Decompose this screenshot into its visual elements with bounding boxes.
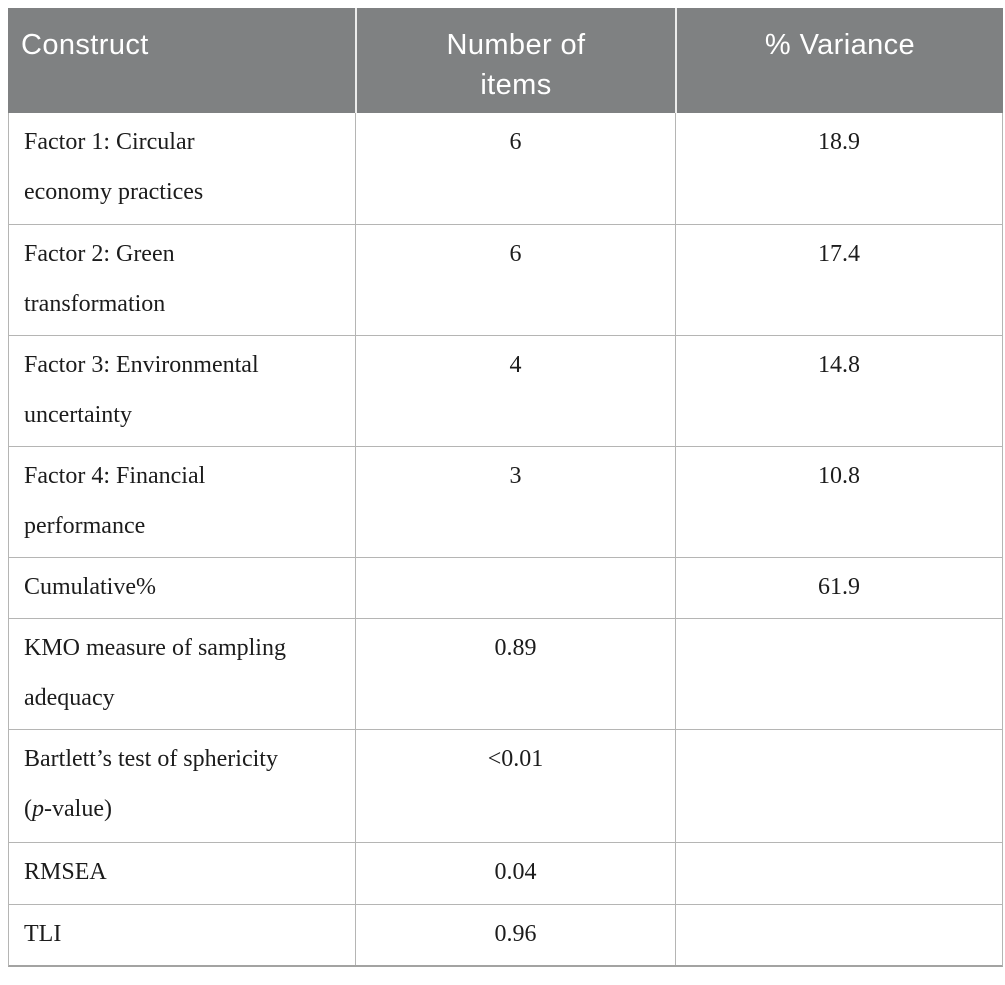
text: RMSEA: [24, 859, 107, 885]
number-of-items-cell: 0.04: [355, 843, 675, 904]
percent-variance-cell: [675, 843, 1002, 904]
construct-cell: Factor 4: Financial performance: [9, 447, 355, 557]
text: KMO measure of sampling adequacy: [24, 635, 286, 711]
header-cell-percent-variance: % Variance: [675, 8, 1003, 113]
text: -value): [44, 796, 112, 822]
text: Factor 4: Financial performance: [24, 463, 206, 539]
table-row: TLI 0.96: [9, 905, 1002, 965]
table-row: RMSEA 0.04: [9, 843, 1002, 905]
table-row: Factor 2: Green transformation 6 17.4: [9, 225, 1002, 336]
construct-cell: Cumulative%: [9, 558, 355, 618]
text: Factor 1: Circular economy practices: [24, 129, 204, 205]
number-of-items-cell: <0.01: [355, 730, 675, 842]
construct-cell: TLI: [9, 905, 355, 965]
table-row: KMO measure of sampling adequacy 0.89: [9, 619, 1002, 730]
table-row: Factor 1: Circular economy practices 6 18.…: [9, 113, 1002, 225]
percent-variance-cell: [675, 905, 1002, 965]
construct-cell: Bartlett’s test of sphericity (p-value): [9, 730, 355, 842]
text: Cumulative%: [24, 574, 156, 600]
number-of-items-cell: 0.89: [355, 619, 675, 729]
construct-cell: Factor 1: Circular economy practices: [9, 113, 355, 224]
table-row: Cumulative% 61.9: [9, 558, 1002, 619]
number-of-items-cell: [355, 558, 675, 618]
text: Bartlett’s test of sphericity (: [24, 746, 278, 822]
percent-variance-cell: 17.4: [675, 225, 1002, 335]
percent-variance-cell: 10.8: [675, 447, 1002, 557]
text: Factor 2: Green transformation: [24, 241, 175, 317]
number-of-items-cell: 3: [355, 447, 675, 557]
table-header-row: Construct Number of items % Variance: [8, 8, 1003, 113]
table-body: Factor 1: Circular economy practices 6 18.…: [8, 113, 1003, 967]
number-of-items-cell: 6: [355, 225, 675, 335]
percent-variance-cell: 61.9: [675, 558, 1002, 618]
table-row: Factor 4: Financial performance 3 10.8: [9, 447, 1002, 558]
number-of-items-cell: 6: [355, 113, 675, 224]
percent-variance-cell: 14.8: [675, 336, 1002, 446]
percent-variance-cell: 18.9: [675, 113, 1002, 224]
percent-variance-cell: [675, 619, 1002, 729]
text: Factor 3: Environmental uncertainty: [24, 352, 259, 428]
construct-cell: KMO measure of sampling adequacy: [9, 619, 355, 729]
number-of-items-cell: 4: [355, 336, 675, 446]
header-cell-construct: Construct: [21, 29, 149, 61]
italic-text: p: [32, 796, 44, 822]
efa-results-table: Construct Number of items % Variance Fac…: [8, 8, 1003, 967]
text: TLI: [24, 921, 62, 947]
header-cell-number-of-items: Number of items: [355, 8, 675, 113]
table-row: Factor 3: Environmental uncertainty 4 14.8: [9, 336, 1002, 447]
number-of-items-cell: 0.96: [355, 905, 675, 965]
construct-cell: RMSEA: [9, 843, 355, 904]
percent-variance-cell: [675, 730, 1002, 842]
table-row: Bartlett’s test of sphericity (p-value) <…: [9, 730, 1002, 843]
construct-cell: Factor 2: Green transformation: [9, 225, 355, 335]
construct-cell: Factor 3: Environmental uncertainty: [9, 336, 355, 446]
